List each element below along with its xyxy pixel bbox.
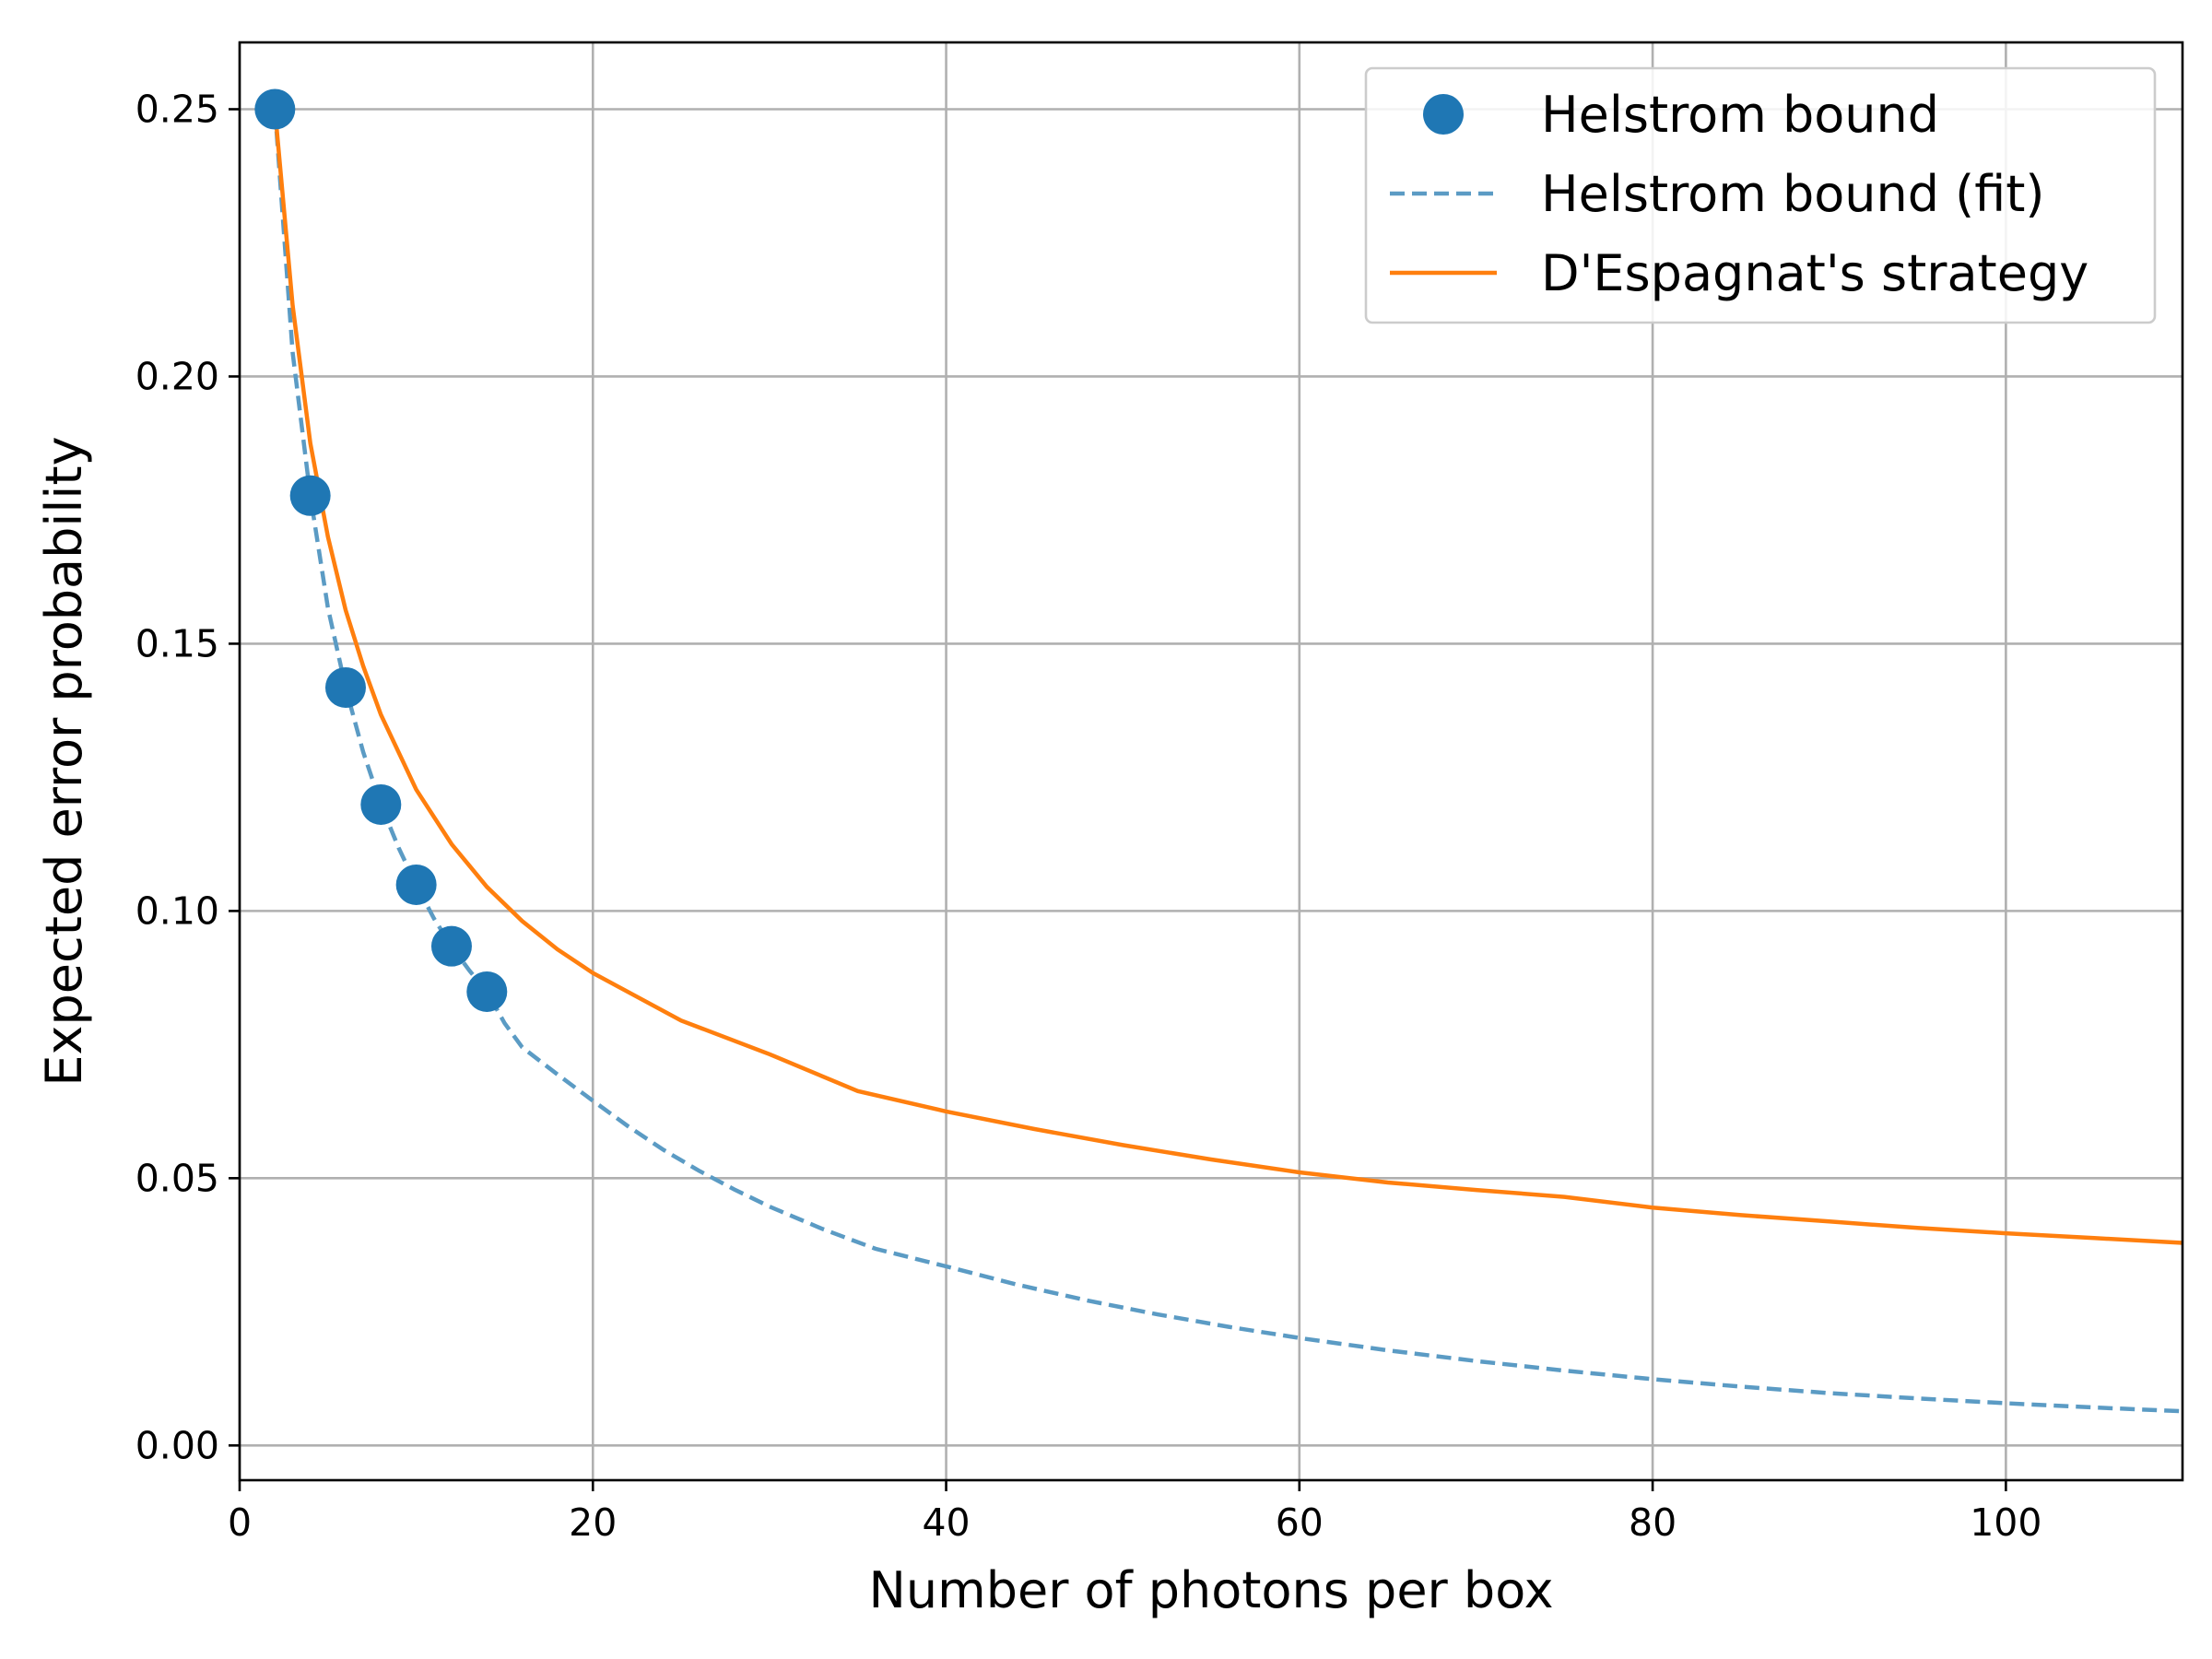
plot-area [254, 88, 2183, 1414]
grid [238, 42, 2183, 1480]
helstrom-point [324, 666, 366, 708]
x-tick-label: 0 [228, 1500, 252, 1545]
x-tick-label: 80 [1629, 1500, 1677, 1545]
helstrom-point [289, 475, 331, 516]
x-tick-label: 100 [1970, 1500, 2041, 1545]
x-tick-label: 60 [1276, 1500, 1324, 1545]
y-tick-label: 0.00 [135, 1423, 219, 1467]
helstrom-point [466, 971, 508, 1012]
y-axis-label: Expected error probability [35, 436, 93, 1086]
axes-frame [238, 41, 2184, 1482]
x-tick-label: 20 [569, 1500, 617, 1545]
legend-box [1364, 66, 2157, 324]
y-tick-label: 0.10 [135, 888, 219, 933]
legend: Helstrom bound Helstrom bound (fit) D'Espa… [1364, 66, 2157, 324]
legend-marker-helstrom [1423, 94, 1464, 135]
x-axis-label: Number of photons per box [868, 1561, 1553, 1619]
y-tick-label: 0.15 [135, 621, 219, 665]
y-tick-label: 0.20 [135, 354, 219, 398]
y-tick-label: 0.05 [135, 1156, 219, 1200]
helstrom-point [360, 783, 402, 825]
ticks: 0 20 40 60 80 100 0.00 0.05 0.10 0.15 0.20 0.25 [135, 87, 2042, 1545]
y-tick-label: 0.25 [135, 87, 219, 131]
series-line-helstrom-fit [273, 109, 2183, 1414]
helstrom-point [254, 88, 296, 130]
legend-label: Helstrom bound [1541, 86, 1939, 144]
legend-label: D'Espagnat's strategy [1541, 244, 2088, 302]
series-line-despagnat [273, 109, 2183, 1245]
helstrom-point [395, 864, 437, 905]
x-tick-label: 40 [922, 1500, 970, 1545]
legend-label: Helstrom bound (fit) [1541, 165, 2045, 223]
helstrom-point [430, 925, 472, 967]
